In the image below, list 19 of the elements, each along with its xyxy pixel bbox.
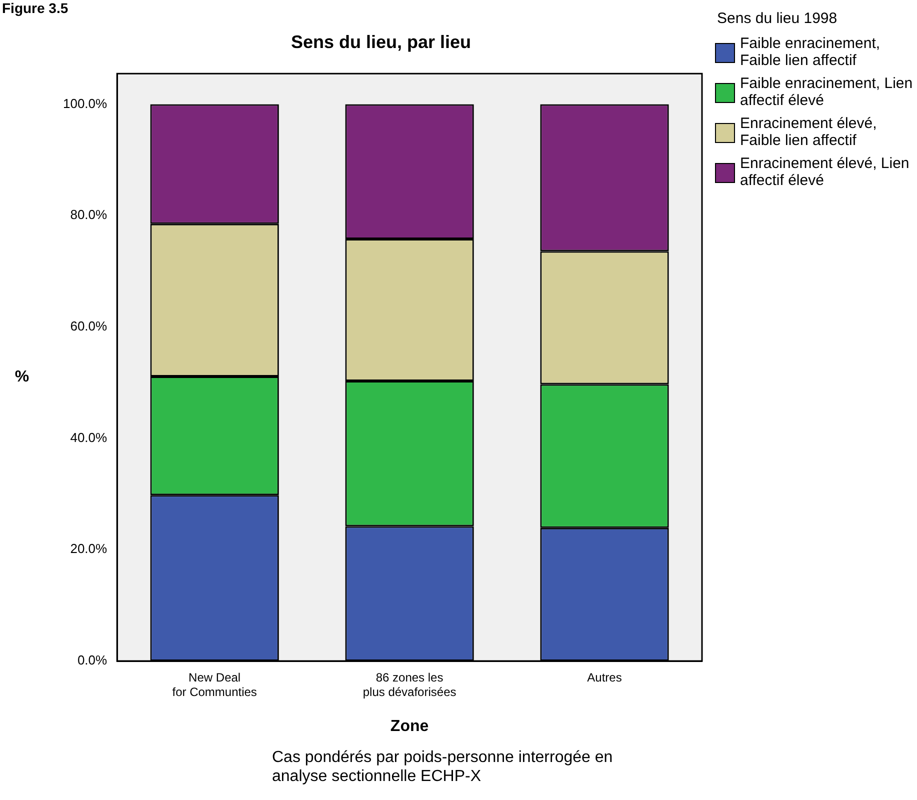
text: Cas pondérés par poids-personne interrogée en analyse sectionnelle ECHP-X	[272, 748, 614, 786]
y-tick-label: 60.0%	[70, 318, 108, 334]
caption: Figure 3.5	[2, 0, 68, 16]
x-tick-label: 86 zones les plus dévaforisées	[362, 670, 456, 699]
y-tick-label: 40.0%	[70, 430, 108, 445]
y-tick-label: 0.0%	[77, 652, 108, 668]
x-axis-title: Zone	[390, 718, 429, 735]
legend-label: Faible enracinement, Faible lien affectif	[740, 35, 882, 69]
legend-label: Enracinement élevé, Faible lien affectif	[740, 115, 878, 149]
y-tick-label: 80.0%	[70, 207, 108, 222]
chart-title: Sens du lieu, par lieu	[290, 32, 472, 52]
y-tick-label: 20.0%	[70, 541, 108, 556]
legend-title: Sens du lieu 1998	[717, 10, 838, 27]
legend-label: Enracinement élevé, Lien affectif élevé	[740, 155, 910, 189]
y-axis-title: %	[14, 368, 30, 386]
x-tick-label: Autres	[587, 670, 622, 685]
y-tick-label: 100.0%	[62, 96, 108, 111]
legend-label: Faible enracinement, Lien affectif élevé	[740, 75, 914, 109]
x-tick-label: New Deal for Communties	[172, 670, 257, 699]
